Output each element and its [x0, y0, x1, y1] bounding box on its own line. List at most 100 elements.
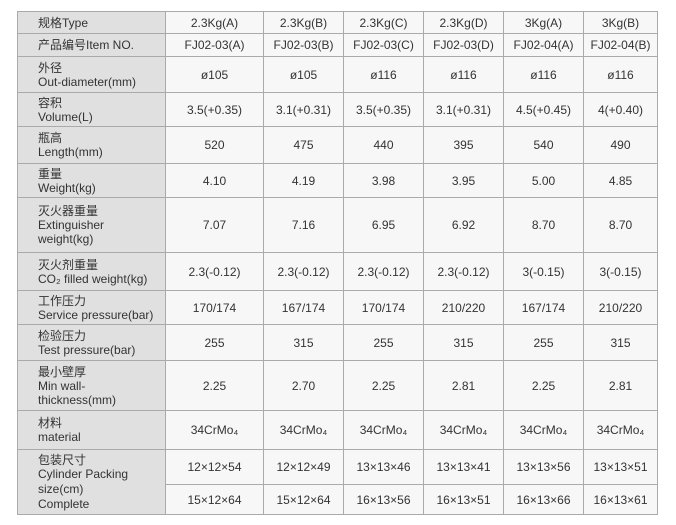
- row-label-zh: 材料: [38, 416, 63, 430]
- table-cell: 3Kg(A): [503, 11, 584, 34]
- table-row: 瓶高 Length(mm) 520 475 440 395 540 490: [17, 126, 658, 164]
- row-label-zh: 规格Type: [38, 15, 89, 30]
- table-cell: 2.25: [343, 360, 424, 411]
- row-label-zh: 瓶高: [38, 131, 63, 145]
- table-cell: 2.3(-0.12): [423, 252, 504, 291]
- row-label-en: Volume(L): [38, 109, 93, 124]
- table-cell: 7.16: [263, 197, 344, 253]
- table-row: 材料 material 34CrMo₄ 34CrMo₄ 34CrMo₄ 34CrMo₄ 34…: [17, 410, 658, 450]
- table-cell: ø105: [263, 56, 344, 93]
- table-cell: 167/174: [503, 290, 584, 325]
- table-cell: 4.5(+0.45): [503, 92, 584, 127]
- table-cell: 3.1(+0.31): [423, 92, 504, 127]
- table-cell: 2.3Kg(A): [165, 11, 264, 34]
- table-cell: 2.3(-0.12): [343, 252, 424, 291]
- row-label: 规格Type: [17, 11, 166, 34]
- row-label-zh: 灭火剂重量: [38, 257, 99, 272]
- table-row: 最小壁厚 Min wall-thickness(mm) 2.25 2.70 2.25 2.…: [17, 360, 658, 411]
- table-cell: 8.70: [503, 197, 584, 253]
- row-label: 检验压力 Test pressure(bar): [17, 324, 166, 361]
- table-cell: 3.95: [423, 163, 504, 198]
- table-cell: 2.25: [503, 360, 584, 411]
- table-cell: 34CrMo₄: [423, 410, 504, 450]
- table-cell: FJ02-03(B): [263, 33, 344, 57]
- table-cell: 34CrMo₄: [263, 410, 344, 450]
- row-label-zh: 工作压力: [38, 293, 87, 308]
- table-row: 规格Type 2.3Kg(A) 2.3Kg(B) 2.3Kg(C) 2.3Kg(D) 3K…: [17, 11, 658, 34]
- table-cell: FJ02-04(A): [503, 33, 584, 57]
- row-label: 重量 Weight(kg): [17, 163, 166, 198]
- table-cell: 2.70: [263, 360, 344, 411]
- row-label: 容积 Volume(L): [17, 92, 166, 127]
- table-cell: ø116: [583, 56, 658, 93]
- table-row-packing-complete: 15×12×64 15×12×64 16×13×56 16×13×51 16×13×66…: [18, 484, 658, 515]
- row-label: 最小壁厚 Min wall-thickness(mm): [17, 360, 166, 411]
- row-label: 瓶高 Length(mm): [17, 126, 166, 164]
- row-label-packing: 包装尺寸 Cylinder Packing size(cm) Complete: [17, 449, 166, 515]
- row-label-zh: 容积: [38, 95, 63, 110]
- table-cell: 2.25: [165, 360, 264, 411]
- row-label-en: Weight(kg): [38, 180, 96, 195]
- table-cell: 3.1(+0.31): [263, 92, 344, 127]
- table-cell: 4.19: [263, 163, 344, 198]
- row-label-en: Length(mm): [38, 145, 103, 159]
- table-row: 灭火器重量 Extinguisher weight(kg) 7.07 7.16 6.95…: [17, 197, 658, 253]
- specification-table: 规格Type 2.3Kg(A) 2.3Kg(B) 2.3Kg(C) 2.3Kg(D) 3K…: [17, 11, 658, 515]
- table-cell: 475: [263, 126, 344, 164]
- table-cell: FJ02-04(B): [583, 33, 658, 57]
- table-cell: 12×12×54: [165, 449, 264, 485]
- table-cell: 5.00: [503, 163, 584, 198]
- table-cell: ø116: [423, 56, 504, 93]
- table-row: 检验压力 Test pressure(bar) 255 315 255 315 255 315: [17, 324, 658, 361]
- table-cell: 2.81: [583, 360, 658, 411]
- table-cell: FJ02-03(C): [343, 33, 424, 57]
- row-label-zh: 产品编号Item NO.: [38, 38, 135, 52]
- table-cell: 540: [503, 126, 584, 164]
- row-label: 灭火器重量 Extinguisher weight(kg): [17, 197, 166, 253]
- table-cell: 6.92: [423, 197, 504, 253]
- table-cell: 255: [343, 324, 424, 361]
- table-cell: 8.70: [583, 197, 658, 253]
- table-cell: 395: [423, 126, 504, 164]
- row-label-en: material: [38, 430, 81, 444]
- table-cell: 13×13×41: [423, 449, 504, 485]
- row-label-en: Out-diameter(mm): [38, 74, 137, 89]
- row-label: 工作压力 Service pressure(bar): [17, 290, 166, 325]
- row-label: 产品编号Item NO.: [17, 33, 166, 57]
- table-cell: 2.81: [423, 360, 504, 411]
- table-cell: 255: [165, 324, 264, 361]
- table-cell: 16×13×51: [423, 484, 504, 515]
- table-cell: FJ02-03(A): [165, 33, 264, 57]
- table-row: 工作压力 Service pressure(bar) 170/174 167/174 1…: [17, 290, 658, 325]
- table-cell: 34CrMo₄: [343, 410, 424, 450]
- table-cell: 16×13×61: [583, 484, 658, 515]
- table-cell: 34CrMo₄: [165, 410, 264, 450]
- table-cell: 6.95: [343, 197, 424, 253]
- table-cell: 12×12×49: [263, 449, 344, 485]
- table-cell: 16×13×56: [343, 484, 424, 515]
- table-cell: 210/220: [583, 290, 658, 325]
- table-cell: 440: [343, 126, 424, 164]
- table-cell: 3Kg(B): [583, 11, 658, 34]
- table-cell: 13×13×46: [343, 449, 424, 485]
- table-cell: 315: [423, 324, 504, 361]
- table-cell: 3.5(+0.35): [165, 92, 264, 127]
- table-cell: 520: [165, 126, 264, 164]
- table-cell: 315: [263, 324, 344, 361]
- row-label: 灭火剂重量 CO₂ filled weight(kg): [17, 252, 166, 291]
- table-cell: 7.07: [165, 197, 264, 253]
- row-label-en: Min wall-thickness(mm): [38, 378, 117, 407]
- row-label-en: CO₂ filled weight(kg): [38, 271, 148, 286]
- row-label: 外径 Out-diameter(mm): [17, 56, 166, 93]
- table-cell: 3.5(+0.35): [343, 92, 424, 127]
- table-cell: 13×13×51: [583, 449, 658, 485]
- table-row: 重量 Weight(kg) 4.10 4.19 3.98 3.95 5.00 4.85: [17, 163, 658, 198]
- table-cell: ø116: [343, 56, 424, 93]
- table-cell: 490: [583, 126, 658, 164]
- table-cell: 2.3(-0.12): [165, 252, 264, 291]
- table-cell: 170/174: [165, 290, 264, 325]
- table-cell: 4(+0.40): [583, 92, 658, 127]
- row-label: 材料 material: [17, 410, 166, 450]
- table-cell: 3(-0.15): [583, 252, 658, 291]
- table-cell: 3.98: [343, 163, 424, 198]
